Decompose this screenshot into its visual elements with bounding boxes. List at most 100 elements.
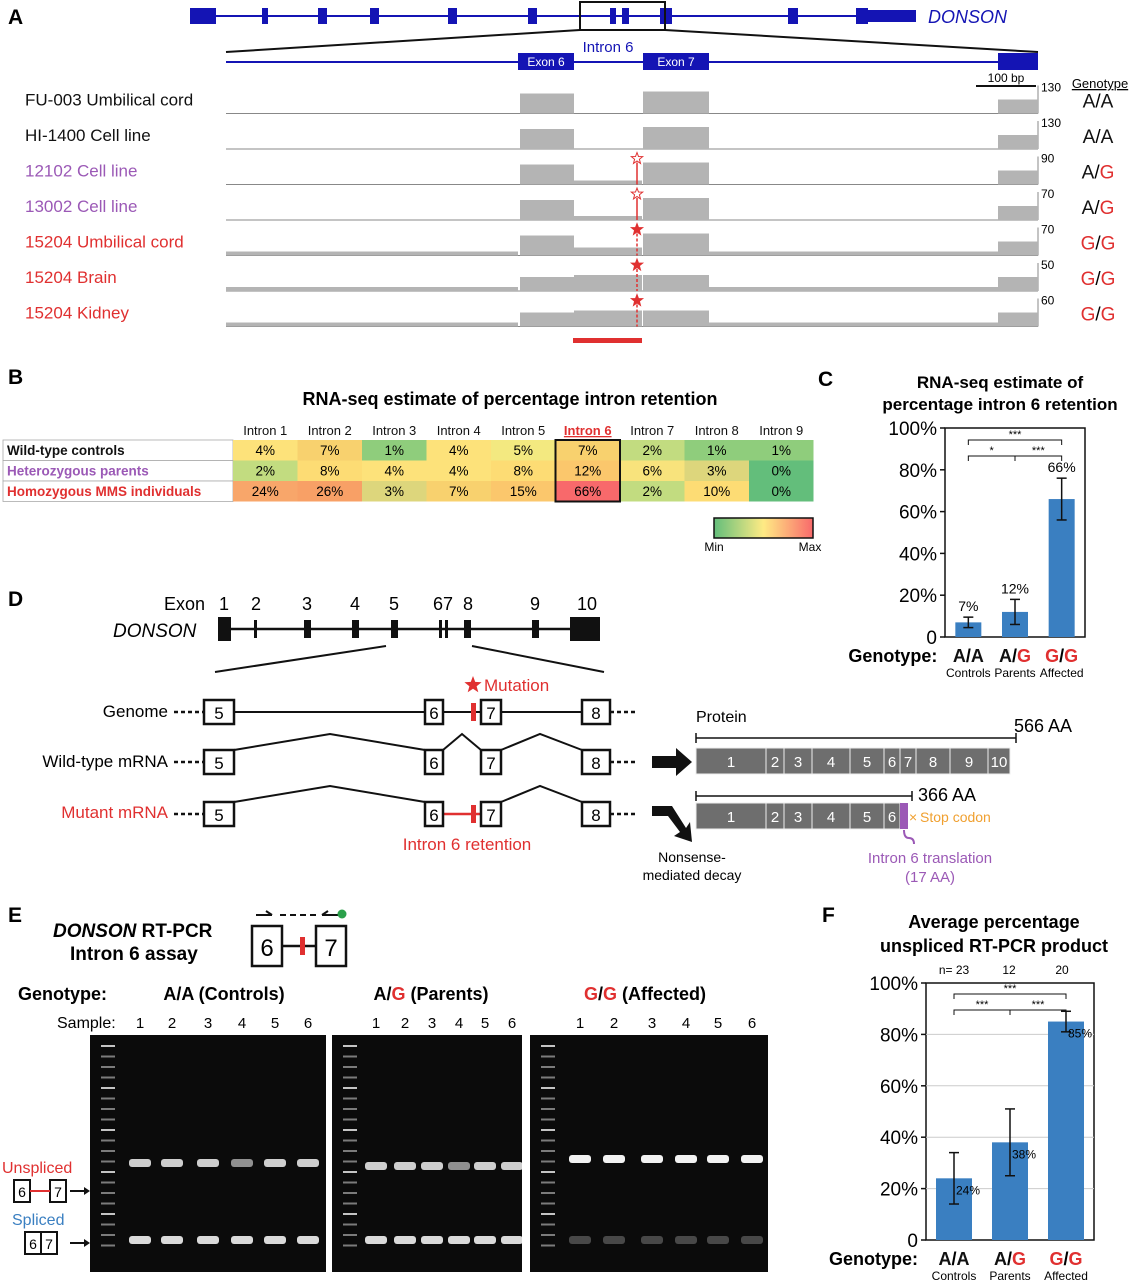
n-parents: 12 bbox=[1002, 963, 1016, 977]
genotype-header: Genotype bbox=[1072, 76, 1128, 91]
translation-label-1: Intron 6 translation bbox=[868, 850, 992, 867]
panel-b: B RNA-seq estimate of percentage intron … bbox=[2, 366, 822, 554]
heatmap-cell bbox=[620, 460, 685, 481]
protein-domain bbox=[811, 802, 851, 830]
sample-number: 2 bbox=[610, 1015, 618, 1032]
legend-max: Max bbox=[799, 540, 822, 554]
gel-band-unspliced bbox=[129, 1159, 151, 1167]
heatmap-cell-value: 5% bbox=[513, 443, 533, 458]
genotype-axis-label: Genotype: bbox=[829, 1249, 918, 1269]
heatmap-cell bbox=[491, 481, 556, 502]
exon-box bbox=[202, 748, 236, 776]
wt-protein: 1 2 3 4 5 6 7 8 9 10 bbox=[695, 747, 1011, 775]
gel-band-spliced bbox=[197, 1236, 219, 1244]
gel-band-spliced bbox=[129, 1236, 151, 1244]
track-label: 15204 Kidney bbox=[25, 304, 129, 323]
coverage-track: 15204 Umbilical cord 70 G/G bbox=[25, 222, 1115, 256]
stop-codon-label: Stop codon bbox=[920, 809, 991, 825]
significance-label: *** bbox=[1004, 983, 1018, 995]
heatmap-cell-value: 24% bbox=[252, 484, 279, 499]
spliced-icon: 6 7 bbox=[24, 1231, 90, 1255]
mutation-star-icon bbox=[629, 293, 645, 307]
exon-box-label: 8 bbox=[591, 754, 600, 773]
exon-number: 5 bbox=[389, 594, 399, 614]
heatmap-cell bbox=[426, 481, 491, 502]
exon-number: 1 bbox=[219, 594, 229, 614]
panel-f-title-2: unspliced RT-PCR product bbox=[880, 936, 1108, 956]
mutation-star-icon bbox=[629, 151, 645, 165]
genotype-axis-label: Genotype: bbox=[848, 646, 937, 666]
panel-c-title-2: percentage intron 6 retention bbox=[882, 395, 1117, 414]
heatmap-cell-value: 1% bbox=[771, 443, 791, 458]
sample-number: 2 bbox=[168, 1015, 176, 1032]
significance-label: *** bbox=[1009, 429, 1023, 441]
intron-marker-bar bbox=[573, 338, 642, 343]
heatmap-cell-value: 4% bbox=[449, 464, 469, 479]
bar bbox=[955, 622, 982, 637]
group-controls: A/A (Controls) bbox=[163, 984, 284, 1004]
svg-text:6: 6 bbox=[29, 1236, 37, 1252]
sample-number: 4 bbox=[455, 1015, 463, 1032]
coverage-track: 13002 Cell line 70 A/G bbox=[25, 186, 1114, 221]
gel-band-unspliced bbox=[365, 1162, 387, 1170]
wt-mrna-label: Wild-type mRNA bbox=[42, 752, 168, 771]
mutant-mrna-label: Mutant mRNA bbox=[61, 803, 168, 822]
exon7-label: Exon 7 bbox=[657, 55, 695, 69]
heatmap-row-label: Heterozygous parents bbox=[7, 464, 149, 479]
exon-number: 4 bbox=[350, 594, 360, 614]
rtpcr-title-1: DONSON RT-PCR bbox=[53, 921, 213, 942]
translation-label-2: (17 AA) bbox=[905, 869, 955, 886]
exon-box bbox=[202, 800, 236, 828]
heatmap-cell-value: 2% bbox=[255, 464, 275, 479]
heatmap-row: Heterozygous parents 2% 8% 4% 4% 8% 12% 6% 3% 0% bbox=[2, 460, 814, 482]
heatmap-cell-value: 8% bbox=[513, 464, 533, 479]
gel-band-spliced bbox=[421, 1236, 443, 1244]
gel-band-unspliced bbox=[675, 1155, 697, 1163]
track-max: 50 bbox=[1041, 258, 1055, 272]
gel-band-unspliced bbox=[421, 1162, 443, 1170]
exon-box-label: 6 bbox=[429, 754, 438, 773]
mutant-protein: 1 2 3 4 5 6 × bbox=[695, 802, 917, 830]
heatmap-column-header: Intron 3 bbox=[372, 423, 416, 438]
heatmap-cell bbox=[297, 481, 362, 502]
panel-e: E DONSON RT-PCR Intron 6 assay 6 7 Genot… bbox=[2, 904, 768, 1272]
coverage-track: HI-1400 Cell line 130 A/A bbox=[25, 116, 1114, 150]
y-tick-label: 0 bbox=[926, 628, 937, 649]
gel-band-unspliced bbox=[741, 1155, 763, 1163]
y-tick-label: 100% bbox=[869, 974, 918, 995]
exon-box bbox=[423, 800, 445, 828]
group-affected: G/G (Affected) bbox=[584, 984, 706, 1004]
panel-a: A DONSON Exon 6 E bbox=[8, 1, 1128, 343]
rtpcr-title-2: Intron 6 assay bbox=[70, 944, 198, 965]
wt-aa-label: 566 AA bbox=[1014, 716, 1072, 736]
heatmap-cell bbox=[749, 481, 814, 502]
coverage-track: 15204 Brain 50 G/G bbox=[25, 257, 1115, 292]
stop-codon-icon: × bbox=[909, 809, 917, 825]
heatmap-cell-value: 4% bbox=[255, 443, 275, 458]
gel-band-spliced bbox=[501, 1236, 523, 1244]
track-genotype: A/G bbox=[1082, 163, 1115, 184]
n-affected: 20 bbox=[1055, 963, 1069, 977]
heatmap-row-label: Wild-type controls bbox=[7, 443, 125, 458]
significance-bracket bbox=[967, 439, 1063, 445]
y-tick-label: 20% bbox=[880, 1180, 918, 1201]
bar bbox=[1048, 499, 1075, 637]
significance-bracket bbox=[1014, 455, 1063, 461]
legend-min: Min bbox=[704, 540, 723, 554]
spliced-label: Spliced bbox=[12, 1212, 64, 1229]
panel-c: C RNA-seq estimate of percentage intron … bbox=[818, 368, 1118, 680]
gel-band-unspliced bbox=[641, 1155, 663, 1163]
exon-box-label: 7 bbox=[486, 806, 495, 825]
gel-band-unspliced bbox=[197, 1159, 219, 1167]
zoomed-gene: Exon 6 Exon 7 Intron 6 100 bp Genotype bbox=[226, 39, 1128, 91]
panel-e-letter: E bbox=[8, 904, 22, 927]
y-tick-label: 80% bbox=[899, 461, 937, 482]
gel-band-spliced bbox=[161, 1236, 183, 1244]
nmd-label-2: mediated decay bbox=[643, 867, 742, 883]
bar-value-label: 12% bbox=[1001, 580, 1029, 596]
gel-band-spliced bbox=[394, 1236, 416, 1244]
n-controls: n= 23 bbox=[939, 963, 970, 977]
track-max: 130 bbox=[1041, 116, 1061, 130]
heatmap-cell bbox=[426, 460, 491, 481]
